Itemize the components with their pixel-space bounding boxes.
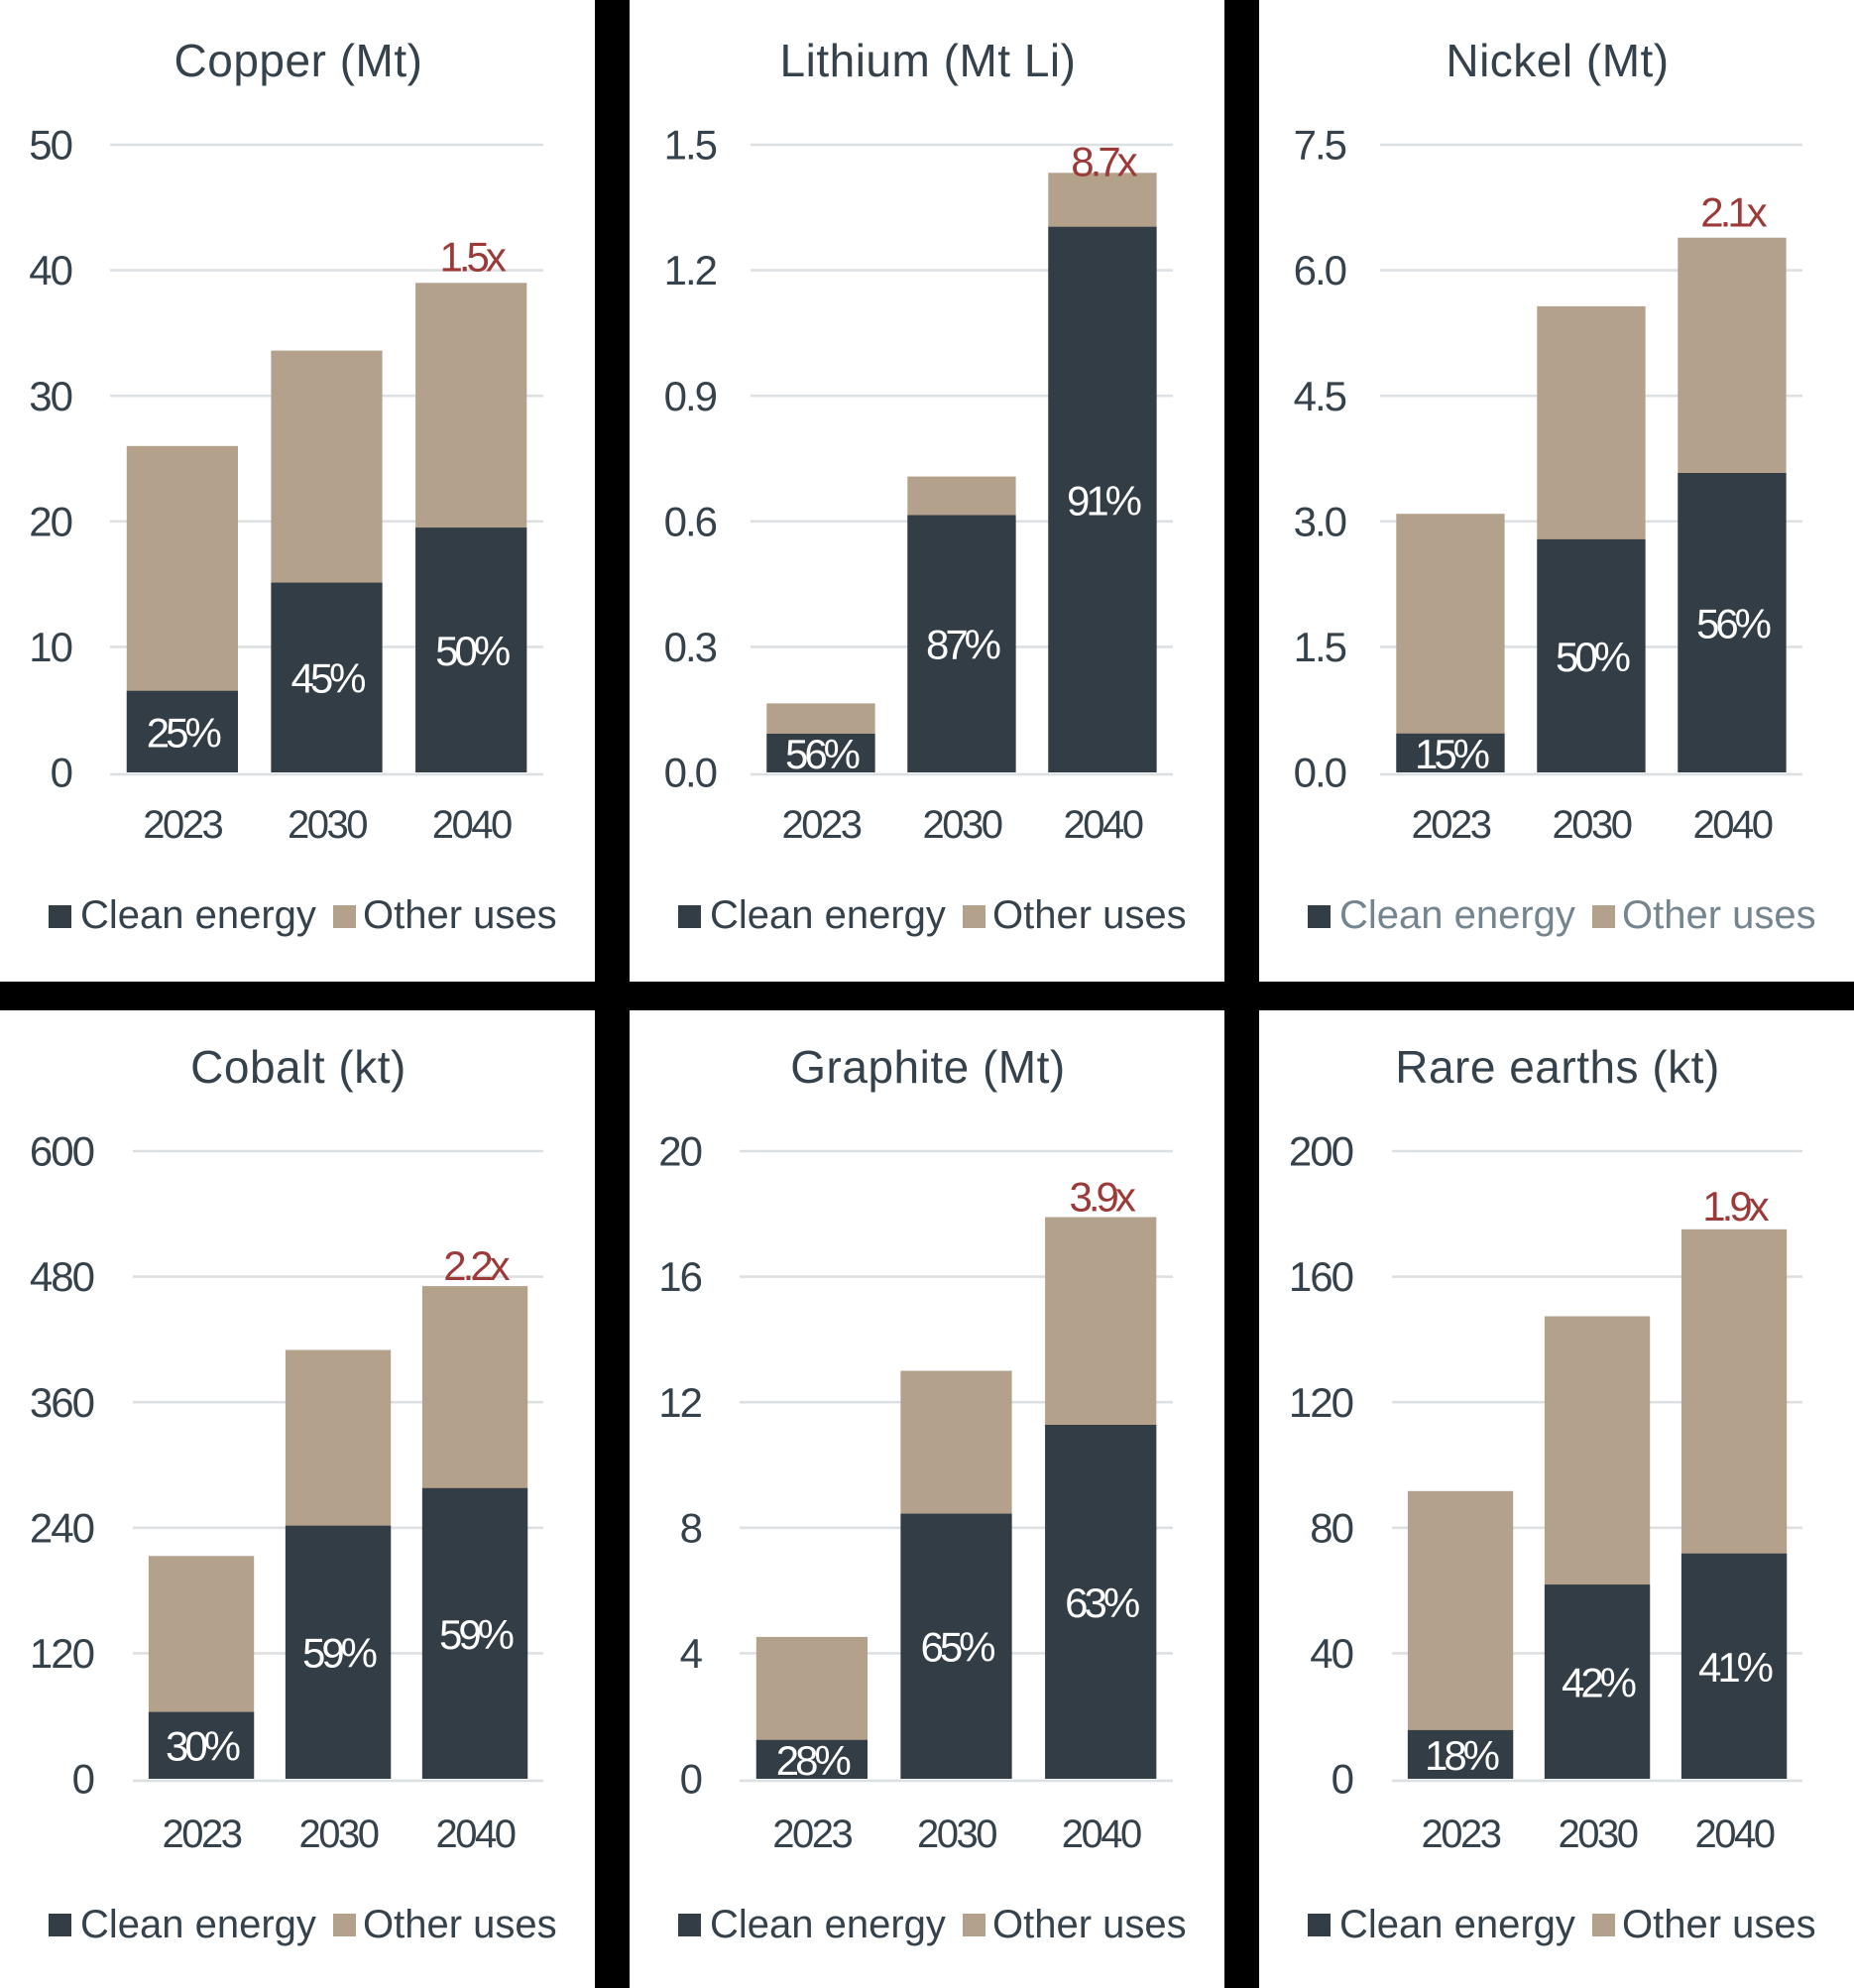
svg-text:16: 16 bbox=[658, 1253, 701, 1300]
svg-text:30: 30 bbox=[29, 373, 71, 419]
svg-text:2023: 2023 bbox=[782, 803, 862, 847]
svg-text:3.9x: 3.9x bbox=[1070, 1174, 1136, 1221]
svg-text:59%: 59% bbox=[439, 1611, 514, 1658]
svg-text:600: 600 bbox=[30, 1128, 94, 1175]
svg-text:91%: 91% bbox=[1067, 477, 1141, 524]
svg-text:56%: 56% bbox=[785, 731, 860, 777]
svg-text:Rare earths (kt): Rare earths (kt) bbox=[1395, 1041, 1720, 1093]
svg-text:Other uses: Other uses bbox=[1622, 893, 1816, 937]
svg-text:Clean energy: Clean energy bbox=[80, 893, 316, 937]
svg-text:45%: 45% bbox=[290, 655, 365, 702]
svg-text:2023: 2023 bbox=[1422, 1813, 1501, 1856]
svg-text:Other uses: Other uses bbox=[1622, 1903, 1816, 1946]
svg-text:28%: 28% bbox=[776, 1737, 851, 1784]
svg-text:2040: 2040 bbox=[1693, 803, 1773, 847]
svg-text:2040: 2040 bbox=[1695, 1813, 1775, 1856]
svg-text:25%: 25% bbox=[147, 709, 221, 756]
svg-text:Nickel (Mt): Nickel (Mt) bbox=[1446, 35, 1669, 86]
svg-text:Graphite (Mt): Graphite (Mt) bbox=[790, 1041, 1065, 1093]
svg-text:50%: 50% bbox=[1556, 634, 1630, 680]
svg-text:15%: 15% bbox=[1415, 731, 1489, 777]
svg-text:1.5: 1.5 bbox=[664, 122, 717, 169]
svg-text:200: 200 bbox=[1289, 1128, 1353, 1175]
svg-text:0.6: 0.6 bbox=[664, 498, 717, 544]
svg-text:2023: 2023 bbox=[143, 803, 222, 847]
svg-text:240: 240 bbox=[30, 1504, 94, 1551]
svg-text:80: 80 bbox=[1310, 1504, 1352, 1551]
svg-text:1.5x: 1.5x bbox=[440, 233, 507, 280]
svg-text:1.2: 1.2 bbox=[664, 247, 717, 293]
svg-text:0.0: 0.0 bbox=[664, 750, 717, 796]
svg-text:1.9x: 1.9x bbox=[1702, 1183, 1769, 1229]
svg-text:2030: 2030 bbox=[299, 1813, 379, 1856]
svg-text:2030: 2030 bbox=[917, 1813, 996, 1856]
svg-text:0: 0 bbox=[680, 1756, 702, 1803]
svg-text:20: 20 bbox=[658, 1128, 701, 1175]
svg-text:50%: 50% bbox=[435, 628, 510, 674]
svg-text:Copper (Mt): Copper (Mt) bbox=[174, 35, 423, 86]
svg-text:63%: 63% bbox=[1065, 1579, 1139, 1626]
svg-text:Clean energy: Clean energy bbox=[80, 1903, 316, 1946]
svg-text:2.1x: 2.1x bbox=[1700, 189, 1767, 236]
svg-text:2023: 2023 bbox=[163, 1813, 242, 1856]
svg-text:2023: 2023 bbox=[1412, 803, 1491, 847]
svg-text:Other uses: Other uses bbox=[363, 1903, 557, 1946]
svg-text:3.0: 3.0 bbox=[1294, 498, 1346, 544]
svg-text:59%: 59% bbox=[302, 1630, 377, 1677]
svg-text:2030: 2030 bbox=[1559, 1813, 1638, 1856]
svg-text:10: 10 bbox=[29, 624, 71, 670]
svg-text:Clean energy: Clean energy bbox=[710, 1903, 946, 1946]
svg-text:0.3: 0.3 bbox=[664, 624, 717, 670]
svg-text:0.9: 0.9 bbox=[664, 373, 717, 419]
svg-text:40: 40 bbox=[1310, 1630, 1352, 1677]
svg-text:2030: 2030 bbox=[288, 803, 367, 847]
svg-text:120: 120 bbox=[30, 1630, 94, 1677]
svg-text:360: 360 bbox=[30, 1379, 94, 1426]
svg-text:480: 480 bbox=[30, 1253, 94, 1300]
svg-text:Clean energy: Clean energy bbox=[1339, 1903, 1575, 1946]
svg-text:Clean energy: Clean energy bbox=[710, 893, 946, 937]
svg-text:120: 120 bbox=[1289, 1379, 1353, 1426]
svg-text:12: 12 bbox=[658, 1379, 701, 1426]
svg-text:2030: 2030 bbox=[923, 803, 1002, 847]
svg-text:18%: 18% bbox=[1425, 1732, 1499, 1779]
svg-text:8.7x: 8.7x bbox=[1071, 138, 1137, 184]
svg-text:2040: 2040 bbox=[432, 803, 512, 847]
svg-text:4.5: 4.5 bbox=[1294, 373, 1346, 419]
svg-text:1.5: 1.5 bbox=[1294, 624, 1346, 670]
svg-text:0: 0 bbox=[51, 750, 72, 796]
svg-text:Other uses: Other uses bbox=[992, 1903, 1187, 1946]
svg-text:2023: 2023 bbox=[772, 1813, 852, 1856]
svg-text:Clean energy: Clean energy bbox=[1339, 893, 1575, 937]
svg-text:Cobalt (kt): Cobalt (kt) bbox=[190, 1041, 406, 1093]
svg-text:42%: 42% bbox=[1562, 1659, 1636, 1705]
svg-text:87%: 87% bbox=[926, 622, 1000, 668]
svg-text:50: 50 bbox=[29, 122, 71, 169]
svg-text:2040: 2040 bbox=[1062, 1813, 1141, 1856]
svg-text:56%: 56% bbox=[1696, 600, 1771, 646]
svg-text:4: 4 bbox=[680, 1630, 703, 1677]
svg-text:7.5: 7.5 bbox=[1294, 122, 1346, 169]
svg-text:160: 160 bbox=[1289, 1253, 1353, 1300]
svg-text:0.0: 0.0 bbox=[1294, 750, 1346, 796]
svg-text:2040: 2040 bbox=[436, 1813, 516, 1856]
svg-text:2.2x: 2.2x bbox=[443, 1242, 510, 1289]
svg-text:Other uses: Other uses bbox=[992, 893, 1187, 937]
svg-text:2030: 2030 bbox=[1553, 803, 1632, 847]
svg-text:6.0: 6.0 bbox=[1294, 247, 1346, 293]
svg-text:Lithium (Mt Li): Lithium (Mt Li) bbox=[780, 35, 1077, 86]
svg-text:8: 8 bbox=[680, 1504, 702, 1551]
svg-text:30%: 30% bbox=[166, 1723, 240, 1770]
svg-text:65%: 65% bbox=[920, 1624, 994, 1671]
svg-text:40: 40 bbox=[29, 247, 71, 293]
svg-text:0: 0 bbox=[1332, 1756, 1353, 1803]
svg-text:20: 20 bbox=[29, 498, 71, 544]
svg-text:2040: 2040 bbox=[1064, 803, 1143, 847]
svg-text:0: 0 bbox=[72, 1756, 94, 1803]
svg-text:41%: 41% bbox=[1698, 1644, 1773, 1691]
svg-text:Other uses: Other uses bbox=[363, 893, 557, 937]
